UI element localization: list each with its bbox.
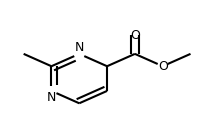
Text: N: N — [75, 41, 84, 54]
Text: N: N — [47, 91, 56, 104]
Text: O: O — [130, 29, 140, 42]
Text: O: O — [158, 60, 168, 73]
